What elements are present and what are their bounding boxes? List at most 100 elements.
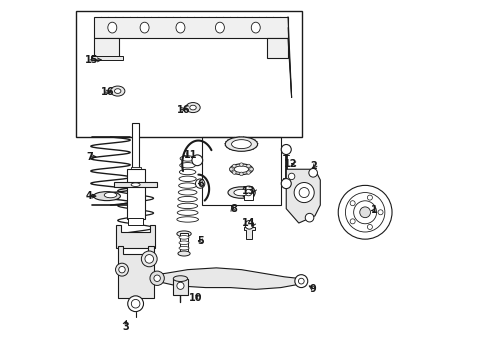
Ellipse shape [230, 164, 253, 175]
Ellipse shape [179, 176, 196, 181]
Polygon shape [118, 246, 153, 298]
Circle shape [294, 183, 314, 203]
Ellipse shape [216, 22, 224, 33]
Circle shape [245, 221, 254, 229]
Text: 7: 7 [87, 152, 93, 162]
Circle shape [305, 213, 314, 222]
Circle shape [309, 168, 318, 177]
Circle shape [233, 164, 236, 168]
Text: 10: 10 [189, 293, 202, 303]
Bar [202, 137, 281, 205]
Polygon shape [116, 225, 155, 248]
Circle shape [245, 189, 252, 196]
Polygon shape [286, 169, 320, 223]
Ellipse shape [234, 166, 248, 172]
Ellipse shape [179, 169, 196, 175]
Circle shape [240, 163, 243, 166]
Circle shape [119, 266, 125, 273]
Circle shape [250, 167, 253, 171]
Text: 3: 3 [122, 322, 129, 332]
Bar [131, 167, 141, 173]
Circle shape [350, 219, 355, 224]
Circle shape [338, 185, 392, 239]
Polygon shape [91, 56, 123, 60]
Circle shape [233, 171, 236, 174]
Circle shape [345, 193, 385, 232]
Ellipse shape [94, 192, 121, 201]
Ellipse shape [111, 86, 125, 96]
Ellipse shape [179, 241, 189, 244]
Circle shape [368, 224, 372, 229]
Circle shape [145, 255, 153, 263]
Bar [128, 219, 143, 225]
Circle shape [116, 263, 128, 276]
Text: 15: 15 [85, 55, 99, 65]
Polygon shape [244, 226, 255, 239]
Ellipse shape [251, 22, 260, 33]
Ellipse shape [177, 203, 197, 208]
Ellipse shape [115, 89, 121, 93]
Ellipse shape [173, 276, 188, 282]
Ellipse shape [177, 231, 191, 237]
Circle shape [350, 201, 355, 206]
Text: 9: 9 [310, 284, 317, 294]
Circle shape [295, 275, 308, 288]
Circle shape [131, 300, 140, 308]
Text: 8: 8 [231, 204, 238, 215]
Text: 6: 6 [197, 179, 204, 189]
Ellipse shape [104, 192, 117, 198]
Text: 14: 14 [242, 218, 256, 228]
Bar [126, 169, 145, 220]
Circle shape [177, 282, 184, 289]
Circle shape [192, 155, 203, 166]
Text: 16: 16 [177, 105, 190, 115]
Ellipse shape [140, 22, 149, 33]
Circle shape [141, 251, 157, 267]
Circle shape [128, 296, 144, 312]
Circle shape [378, 210, 383, 215]
Bar [132, 123, 139, 169]
Text: 2: 2 [310, 161, 317, 171]
Circle shape [281, 179, 291, 189]
Circle shape [281, 144, 291, 154]
Circle shape [247, 164, 250, 168]
Ellipse shape [178, 251, 190, 256]
Ellipse shape [178, 197, 197, 202]
Bar [180, 233, 188, 253]
Circle shape [360, 207, 370, 218]
Ellipse shape [131, 183, 140, 186]
Text: 12: 12 [284, 159, 297, 169]
Ellipse shape [176, 22, 185, 33]
Circle shape [230, 167, 233, 171]
Text: 1: 1 [371, 206, 378, 216]
Polygon shape [153, 268, 300, 289]
Circle shape [368, 195, 372, 200]
Ellipse shape [179, 246, 189, 250]
Ellipse shape [234, 189, 249, 196]
Polygon shape [95, 39, 120, 58]
Circle shape [289, 173, 295, 180]
Polygon shape [267, 39, 288, 58]
Circle shape [247, 171, 250, 174]
Text: 5: 5 [197, 236, 204, 246]
Polygon shape [95, 17, 288, 39]
Ellipse shape [177, 210, 198, 215]
Ellipse shape [225, 137, 258, 151]
Circle shape [354, 201, 377, 224]
Circle shape [299, 188, 309, 198]
Ellipse shape [180, 163, 196, 168]
Ellipse shape [177, 217, 198, 222]
Ellipse shape [179, 235, 189, 239]
Circle shape [154, 275, 160, 282]
Ellipse shape [186, 103, 200, 113]
Ellipse shape [228, 187, 255, 198]
Text: 16: 16 [101, 87, 114, 97]
Circle shape [298, 278, 304, 284]
Circle shape [242, 186, 255, 199]
Ellipse shape [180, 156, 195, 161]
Ellipse shape [179, 183, 196, 188]
Ellipse shape [178, 190, 197, 195]
Bar [114, 182, 157, 187]
Circle shape [150, 271, 164, 285]
Bar [173, 279, 188, 295]
